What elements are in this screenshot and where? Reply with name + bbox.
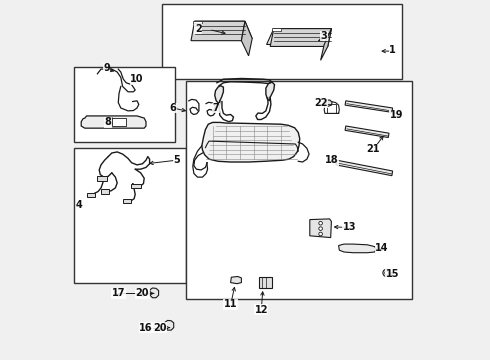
Bar [259, 277, 272, 288]
Bar [327, 104, 336, 113]
Circle shape [385, 271, 388, 275]
Polygon shape [267, 29, 331, 45]
Text: 19: 19 [390, 110, 403, 120]
Text: 6: 6 [170, 103, 176, 113]
Polygon shape [202, 122, 300, 162]
Polygon shape [106, 118, 114, 124]
Text: 16: 16 [139, 323, 153, 333]
Circle shape [319, 221, 322, 225]
Text: 15: 15 [386, 269, 399, 279]
Text: 14: 14 [375, 243, 389, 253]
Text: 7: 7 [213, 103, 220, 113]
Bar [74, 67, 175, 142]
Text: 3: 3 [321, 31, 328, 41]
Text: 8: 8 [105, 117, 112, 127]
Circle shape [319, 232, 322, 236]
Polygon shape [150, 288, 159, 298]
Bar [193, 21, 202, 23]
Polygon shape [195, 21, 252, 39]
Polygon shape [339, 244, 376, 253]
Bar [87, 193, 95, 197]
Bar [162, 4, 402, 79]
Polygon shape [270, 29, 331, 46]
Text: 10: 10 [130, 74, 144, 84]
Polygon shape [165, 320, 174, 330]
Bar [97, 176, 107, 181]
Circle shape [319, 227, 322, 230]
Text: 22: 22 [314, 98, 327, 108]
Text: 13: 13 [343, 222, 356, 232]
Polygon shape [323, 100, 332, 106]
Polygon shape [345, 126, 389, 138]
Text: 20: 20 [153, 323, 167, 333]
Bar [131, 184, 141, 188]
Text: 17: 17 [112, 288, 125, 298]
Text: 1: 1 [389, 45, 396, 55]
Bar [100, 189, 109, 194]
Polygon shape [231, 276, 242, 284]
Text: 11: 11 [224, 299, 237, 309]
Text: 5: 5 [173, 155, 180, 165]
Polygon shape [215, 86, 223, 104]
Bar [186, 81, 413, 299]
Polygon shape [310, 219, 331, 238]
Text: 21: 21 [366, 144, 380, 154]
Polygon shape [266, 82, 274, 101]
Bar [272, 28, 281, 31]
Bar [74, 148, 186, 283]
Text: 9: 9 [103, 63, 110, 73]
Bar [112, 118, 126, 126]
Bar [122, 199, 130, 203]
Circle shape [383, 269, 390, 276]
Text: 20: 20 [136, 288, 149, 298]
Polygon shape [345, 101, 392, 112]
Text: 18: 18 [324, 155, 338, 165]
Text: 12: 12 [254, 305, 268, 315]
Polygon shape [242, 21, 252, 56]
Polygon shape [320, 29, 331, 60]
Polygon shape [191, 21, 245, 41]
Polygon shape [336, 160, 392, 176]
Text: 2: 2 [195, 24, 201, 34]
Text: 4: 4 [76, 200, 83, 210]
Polygon shape [81, 116, 146, 128]
